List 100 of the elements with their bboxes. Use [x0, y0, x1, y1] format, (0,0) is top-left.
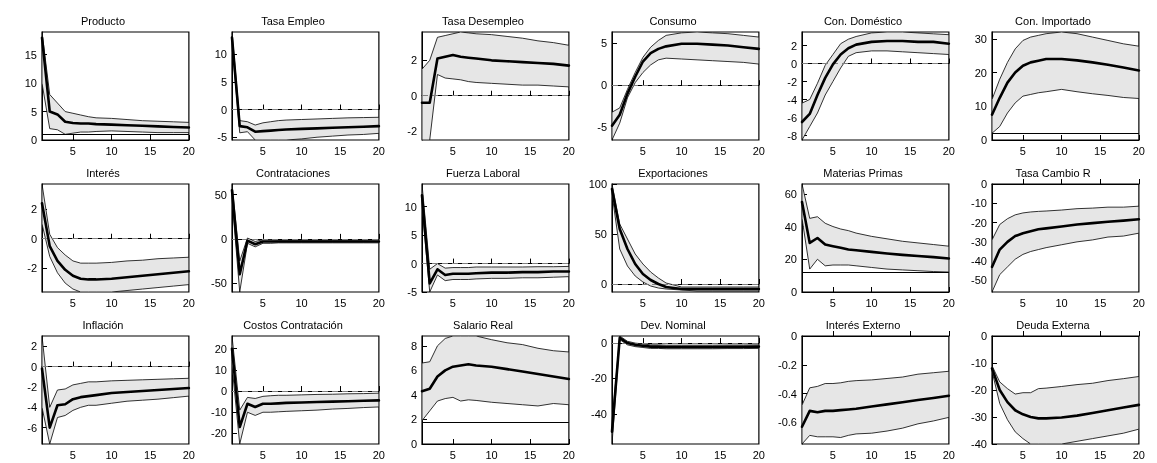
x-tick-label: 15 — [1094, 296, 1107, 309]
chart-title: Consumo — [649, 14, 697, 27]
x-tick-label: 15 — [714, 144, 727, 157]
y-tick-label: -40 — [971, 255, 987, 268]
chart-title: Interés — [86, 166, 121, 179]
x-tick-label: 5 — [639, 448, 646, 461]
x-tick-label: 15 — [144, 296, 157, 309]
y-tick-label: -40 — [971, 438, 987, 450]
x-tick-label: 10 — [675, 448, 688, 461]
x-tick-label: 20 — [372, 448, 386, 461]
x-tick-label: 20 — [562, 448, 576, 461]
x-tick-label: 5 — [69, 296, 76, 309]
y-tick-label: 50 — [214, 188, 227, 201]
x-tick-label: 5 — [449, 448, 456, 461]
x-tick-label: 5 — [639, 296, 646, 309]
x-tick-label: 15 — [524, 144, 537, 157]
y-tick-label: 10 — [24, 77, 37, 90]
y-tick-label: 2 — [30, 340, 37, 353]
y-tick-label: 10 — [974, 100, 987, 113]
x-tick-label: 20 — [942, 448, 956, 461]
y-tick-label: 6 — [410, 364, 417, 377]
x-tick-label: 15 — [714, 296, 727, 309]
x-tick-label: 20 — [182, 448, 196, 461]
x-tick-label: 5 — [829, 296, 836, 309]
y-tick-label: -30 — [971, 411, 987, 423]
y-tick-label: 8 — [410, 339, 417, 352]
y-tick-label: -0.6 — [778, 416, 797, 429]
y-tick-label: 60 — [784, 187, 797, 200]
chart-title: Fuerza Laboral — [446, 166, 520, 179]
x-tick-label: 10 — [485, 144, 498, 157]
y-tick-label: -20 — [971, 216, 987, 229]
x-tick-label: 20 — [752, 144, 766, 157]
y-tick-label: -2 — [787, 75, 797, 88]
y-tick-label: 0 — [410, 257, 417, 270]
x-tick-label: 5 — [69, 144, 76, 157]
y-tick-label: -10 — [971, 357, 987, 369]
y-tick-label: -5 — [407, 286, 417, 298]
y-tick-label: -5 — [217, 131, 227, 144]
x-tick-label: 5 — [829, 144, 836, 157]
x-tick-label: 5 — [259, 296, 266, 309]
x-tick-label: 5 — [639, 144, 646, 157]
y-tick-label: -0.4 — [778, 387, 797, 400]
x-tick-label: 15 — [524, 296, 537, 309]
x-tick-label: 10 — [865, 296, 878, 309]
chart-title: Dev. Nominal — [640, 318, 706, 331]
x-tick-label: 20 — [1132, 296, 1146, 309]
y-tick-label: -6 — [27, 421, 37, 434]
y-tick-label: 20 — [784, 253, 797, 266]
x-tick-label: 20 — [562, 296, 576, 309]
y-tick-label: -40 — [591, 407, 607, 420]
y-tick-label: -50 — [971, 274, 987, 287]
y-tick-label: 0 — [30, 232, 37, 245]
x-tick-label: 20 — [372, 144, 386, 157]
y-tick-label: 15 — [24, 48, 37, 61]
y-tick-label: -2 — [27, 262, 37, 275]
y-tick-label: 0 — [220, 103, 227, 116]
x-tick-label: 10 — [105, 144, 118, 157]
chart-title: Con. Importado — [1015, 14, 1091, 27]
x-tick-label: 5 — [1019, 296, 1026, 309]
y-tick-label: 20 — [214, 342, 227, 355]
x-tick-label: 10 — [295, 448, 308, 461]
y-tick-label: -20 — [591, 372, 607, 385]
x-tick-label: 5 — [69, 448, 76, 461]
chart-title: Producto — [80, 14, 126, 27]
y-tick-label: 2 — [410, 54, 417, 67]
y-tick-label: 0 — [790, 286, 797, 298]
x-tick-label: 20 — [182, 144, 196, 157]
x-tick-label: 15 — [334, 296, 347, 309]
x-tick-label: 10 — [675, 296, 688, 309]
chart-title: Costos Contratación — [243, 318, 343, 331]
y-tick-label: 10 — [404, 200, 417, 213]
x-tick-label: 5 — [829, 448, 836, 461]
y-tick-label: 0 — [220, 385, 227, 398]
y-tick-label: 0 — [980, 134, 987, 146]
y-tick-label: -20 — [211, 427, 227, 440]
x-tick-label: 15 — [524, 448, 537, 461]
y-tick-label: 0 — [220, 232, 227, 245]
x-tick-label: 20 — [562, 144, 576, 157]
y-tick-label: -30 — [971, 235, 987, 248]
y-tick-label: 0 — [600, 79, 607, 92]
x-tick-label: 20 — [182, 296, 196, 309]
x-tick-label: 5 — [259, 448, 266, 461]
x-tick-label: 5 — [1019, 448, 1026, 461]
x-tick-label: 20 — [372, 296, 386, 309]
x-tick-label: 5 — [449, 296, 456, 309]
y-tick-label: -20 — [971, 384, 987, 396]
x-tick-label: 10 — [485, 448, 498, 461]
y-tick-label: 2 — [30, 203, 37, 216]
y-tick-label: 0 — [790, 330, 797, 342]
x-tick-label: 15 — [334, 144, 347, 157]
x-tick-label: 15 — [904, 296, 917, 309]
y-tick-label: 0 — [30, 360, 37, 373]
chart-title: Inflación — [82, 318, 124, 331]
chart-title: Tasa Cambio R — [1015, 166, 1091, 179]
y-tick-label: 4 — [410, 388, 417, 401]
y-tick-label: 0 — [600, 337, 607, 350]
x-tick-label: 10 — [105, 448, 118, 461]
y-tick-label: -10 — [211, 406, 227, 419]
y-tick-label: -4 — [27, 401, 37, 414]
x-tick-label: 10 — [1055, 144, 1068, 157]
